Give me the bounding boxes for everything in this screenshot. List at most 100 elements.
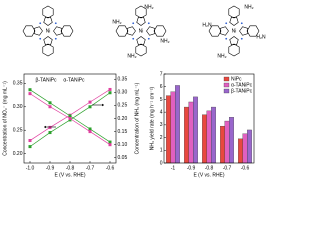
- metal-label: Ni: [232, 28, 237, 34]
- bar: [224, 120, 230, 164]
- bar: [211, 106, 216, 164]
- y-tick-label: 5: [160, 97, 163, 103]
- axis-title: Concentration of NO₃⁻ (mg mL⁻¹): [2, 81, 8, 156]
- benzene-ring: [135, 43, 147, 57]
- axis-title: Concentration of NH₃ (mg mL⁻¹): [134, 82, 140, 154]
- legend-swatch: [223, 82, 230, 88]
- x-tick-label: -0.6: [241, 165, 250, 171]
- y-tick-label: 6: [160, 84, 163, 90]
- aza-nitrogen: [132, 22, 135, 25]
- aza-nitrogen: [132, 37, 135, 40]
- benzene-ring: [42, 43, 54, 57]
- y-tick-label: 0.20: [13, 151, 23, 157]
- x-tick-label: -0.6: [106, 165, 115, 171]
- y2-tick-label: 0.15: [118, 129, 128, 135]
- point: [48, 125, 52, 129]
- point: [48, 101, 52, 105]
- legend-label: β-TANiPc: [231, 88, 253, 94]
- y-tick-label: 4: [160, 109, 163, 115]
- point: [108, 140, 112, 144]
- point: [88, 105, 92, 109]
- legend-label: α-TANiPc: [231, 82, 253, 88]
- x-tick-label: -0.7: [86, 165, 95, 171]
- amino-label: NH₂: [244, 4, 253, 10]
- bar: [229, 117, 234, 164]
- bar: [238, 138, 243, 164]
- y-tick-label: 0.30: [13, 104, 23, 110]
- benzene-ring: [42, 5, 54, 19]
- pyrrole-ring: [34, 26, 43, 36]
- point: [28, 145, 32, 149]
- y-tick-label: 0.25: [13, 128, 23, 134]
- point: [108, 87, 112, 91]
- amino-label: NH₂: [217, 53, 226, 59]
- point: [68, 117, 72, 120]
- y2-tick-label: 0.35: [118, 77, 128, 83]
- aza-nitrogen: [39, 22, 42, 25]
- figure: Ni Ni NH₂ NH₂ NH₂ NH₂ Ni NH₂ H₂N NH₂ H₂N -1.0 -0.9 -0…: [2, 4, 266, 178]
- amino-label: NH₂: [112, 19, 121, 25]
- amino-label: NH₂: [127, 53, 136, 59]
- point: [88, 127, 92, 131]
- amino-label: H₂N: [202, 22, 212, 28]
- bar: [175, 85, 180, 164]
- point: [48, 131, 52, 135]
- y-tick-label: 0: [160, 160, 163, 166]
- point: [48, 105, 52, 109]
- aza-nitrogen: [39, 37, 42, 40]
- benzene-ring: [246, 25, 260, 37]
- x-tick-label: -0.9: [46, 165, 55, 171]
- point: [28, 139, 32, 143]
- point: [28, 88, 32, 92]
- aza-nitrogen: [225, 22, 228, 25]
- point: [88, 130, 92, 134]
- aza-nitrogen: [147, 37, 150, 40]
- axis-arrow-head: [102, 103, 104, 107]
- point: [68, 114, 72, 118]
- y2-tick-label: 0.20: [118, 116, 128, 122]
- x-tick-label: -0.7: [223, 165, 232, 171]
- aza-nitrogen: [54, 22, 57, 25]
- benzene-ring: [208, 25, 222, 37]
- x-tick-label: -0.8: [66, 165, 75, 171]
- legend-label: β-TANiPc: [35, 77, 57, 83]
- bar: [242, 133, 248, 164]
- bar: [188, 101, 194, 164]
- amino-label: H₂N: [256, 34, 266, 40]
- bar: [170, 91, 176, 164]
- pyrrole-ring: [136, 17, 146, 26]
- aza-nitrogen: [240, 22, 243, 25]
- y2-tick-label: 0.05: [118, 155, 128, 161]
- y2-tick-label: 0.30: [118, 90, 128, 96]
- point: [108, 91, 112, 95]
- x-tick-label: -1: [171, 165, 176, 171]
- bar: [184, 106, 189, 164]
- legend-label: NiPc: [231, 76, 242, 82]
- metal-label: Ni: [139, 28, 144, 34]
- point: [108, 143, 112, 147]
- benzene-ring: [115, 25, 129, 37]
- amino-label: NH₂: [160, 38, 169, 44]
- aza-nitrogen: [225, 37, 228, 40]
- y-tick-label: 0.35: [13, 81, 23, 87]
- bar: [220, 125, 225, 164]
- bar: [247, 129, 252, 164]
- axis-title: NH₃ yield rate (mg h⁻¹ cm⁻²): [149, 86, 155, 150]
- metal-label: Ni: [46, 28, 51, 34]
- bar: [193, 96, 198, 164]
- y2-tick-label: 0.10: [118, 142, 128, 148]
- benzene-ring: [228, 43, 240, 57]
- benzene-ring: [22, 25, 36, 37]
- pyrrole-ring: [229, 36, 239, 45]
- legend-swatch: [223, 88, 230, 94]
- legend-swatch: [223, 76, 230, 82]
- benzene-ring: [153, 25, 167, 37]
- pyrrole-ring: [239, 26, 248, 36]
- aza-nitrogen: [240, 37, 243, 40]
- benzene-ring: [135, 5, 147, 19]
- aza-nitrogen: [54, 37, 57, 40]
- y-tick-label: 1: [160, 148, 163, 154]
- pyrrole-ring: [136, 36, 146, 45]
- page: Ni Ni NH₂ NH₂ NH₂ NH₂ Ni NH₂ H₂N NH₂ H₂N -1.0 -0.9 -0…: [2, 4, 266, 179]
- y2-tick-label: 0.25: [118, 103, 128, 109]
